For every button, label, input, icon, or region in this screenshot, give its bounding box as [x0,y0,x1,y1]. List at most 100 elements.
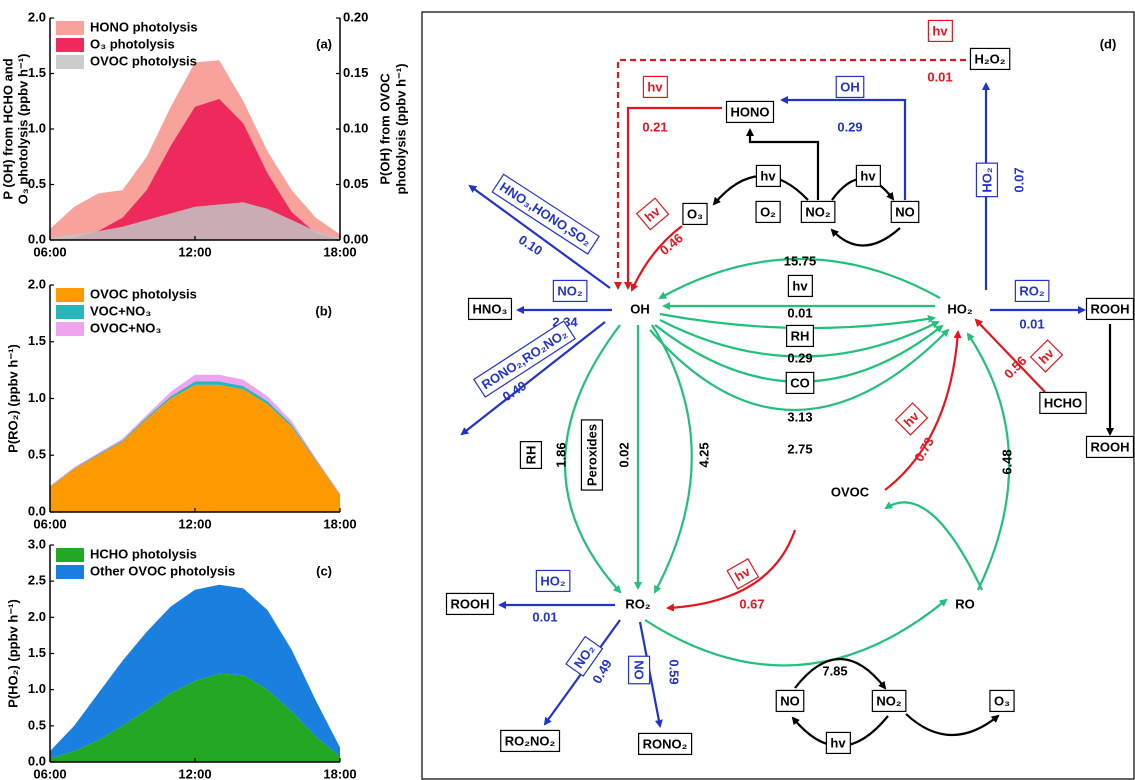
y-tick-label: 1.5 [28,333,46,348]
node-text: HNO₃ [473,301,508,316]
edge-label: hv [1029,339,1064,373]
edge-label: RH [786,324,814,348]
edge-label-text: hv [860,168,876,183]
arrow [830,227,901,247]
edge-label-text: 1.86 [553,442,568,467]
node: NO [775,689,805,713]
area [50,673,340,762]
edge-label-text: 0.67 [739,596,764,611]
edge-label: 0.73 [911,435,937,464]
edge-label: O₂ [755,200,781,224]
x-tick-label: 06:00 [33,244,66,259]
edge-label: 0.01 [532,609,557,624]
y2-tick-label: 0.15 [343,65,368,80]
edge-label: 0.01 [1019,316,1044,331]
node: H₂O₂ [969,47,1011,71]
y-tick-label: 0.0 [28,231,46,246]
panel-label: (a) [316,36,332,51]
node: RO₂NO₂ [500,729,561,753]
node-box [467,297,513,321]
edge-label-box [580,419,604,491]
node: ROOH [1085,297,1135,321]
edge-label-box [755,200,781,224]
y-tick-label: 0.0 [28,753,46,768]
arrow [659,319,940,358]
edge-label: Peroxides [580,419,604,491]
edge-label: HO₂ [535,569,571,593]
arrow [563,324,622,594]
node-text: ROOH [451,596,490,611]
node-text: NO₂ [805,204,831,219]
edge-label: 4.25 [696,442,711,467]
edge-label-text: hv [792,278,808,293]
edge-label: 1.86 [553,442,568,467]
y-axis-label: P (OH) from HCHO and [0,58,15,199]
edge-label-box [894,402,929,436]
arrow [884,330,962,491]
area [50,384,340,512]
panel-label: (d) [1100,36,1117,51]
node-text: HCHO [1044,395,1082,410]
edge-label-text: 0.01 [787,305,812,320]
arrow [614,58,966,290]
node: NO [890,200,920,224]
edge-label-text: 2.75 [787,441,812,456]
legend-swatch [56,55,84,69]
edge-label-text: NO [632,660,647,680]
edge-label-text: 0.21 [642,119,667,134]
node-text: NO [895,204,915,219]
edge-label: 0.59 [667,659,682,684]
area [50,202,340,240]
edge-label-text: 0.02 [616,442,631,467]
node-box [800,200,836,224]
edge-label-text: RH [791,328,810,343]
area [50,584,340,759]
edge-label-text: 4.25 [696,442,711,467]
y-tick-label: 2.5 [28,573,46,588]
edge-label-text: hv [647,79,663,94]
y-tick-label: 2.0 [28,276,46,291]
node-text: O₃ [994,693,1010,708]
legend-swatch [56,38,84,52]
y-axis-label: P(HO₂) (ppbv h⁻¹) [5,599,20,708]
legend-swatch [56,322,84,336]
edge-label: RO₂ [1014,279,1050,303]
y-tick-label: 0.5 [28,176,46,191]
node-box [969,47,1011,71]
edge-label-text: 0.29 [837,119,862,134]
y2-axis-label: photolysis (ppbv h⁻¹) [393,63,408,194]
edge-label: NO₂ [552,279,588,303]
edge-label: 0.29 [837,119,862,134]
node-box [989,689,1015,713]
edge-label-text: HO₂ [979,167,994,193]
node-text: HONO [731,104,770,119]
edge-label-text: HO₂ [540,573,566,588]
y-tick-label: 0.5 [28,717,46,732]
edge-label-text: 7.85 [822,663,847,678]
node-text: ROOH [1091,301,1130,316]
edge-label: 2.75 [787,441,812,456]
edge-label: 0.46 [657,230,686,258]
legend-swatch [56,548,84,562]
edge-label: 0.29 [787,350,812,365]
edge-label: HO₂ [975,162,999,198]
y2-tick-label: 0.20 [343,9,368,24]
edge-label-box [565,635,604,677]
edge-label-box [1014,279,1050,303]
edge-label-text: 0.46 [657,230,686,258]
edge-label: hv [642,75,668,99]
node-text: RO [955,596,975,611]
edge-label-box [835,75,865,99]
edge-label: 0.10 [516,232,545,258]
edge-label-text: 0.29 [787,350,812,365]
node: HCHO [1039,391,1087,415]
legend-label: HONO photolysis [90,19,198,34]
y-tick-label: 3.0 [28,536,46,551]
edge-label-text: RO₂ [1019,283,1045,298]
edge-label-box [473,320,576,398]
edge-label-text: 0.59 [667,659,682,684]
node: ROOH [1085,435,1135,459]
edge-label-text: 0.07 [1011,167,1026,192]
edge-label: 6.48 [999,449,1014,474]
node-box [1085,297,1135,321]
